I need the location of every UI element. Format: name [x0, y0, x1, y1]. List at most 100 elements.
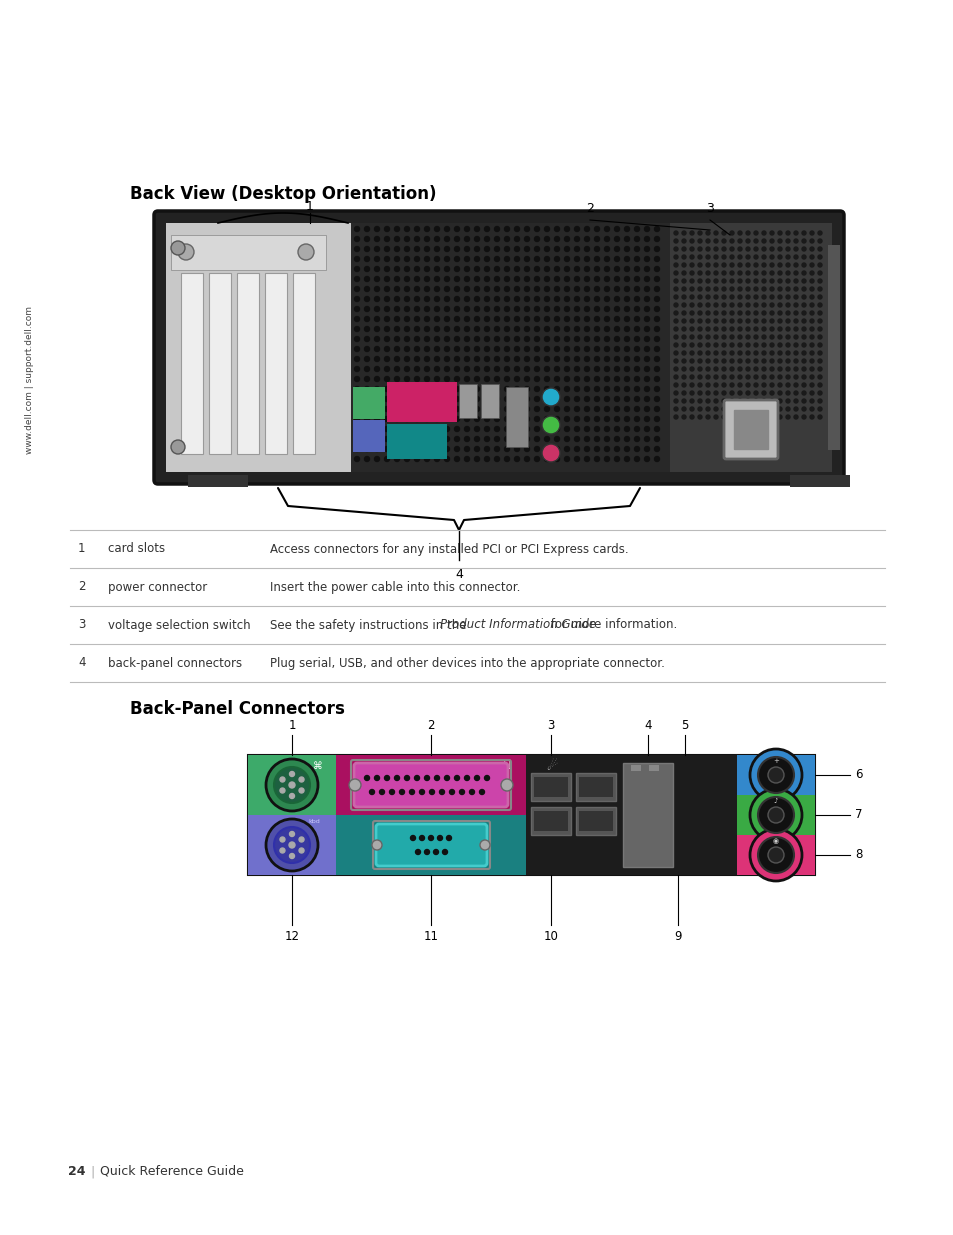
- Circle shape: [594, 336, 598, 342]
- Circle shape: [594, 326, 598, 331]
- Text: ⌘: ⌘: [313, 761, 322, 771]
- Circle shape: [801, 319, 805, 324]
- Circle shape: [564, 296, 569, 301]
- Circle shape: [738, 231, 741, 235]
- Circle shape: [698, 240, 701, 243]
- Circle shape: [414, 377, 419, 382]
- Circle shape: [689, 399, 693, 403]
- Circle shape: [801, 270, 805, 275]
- Circle shape: [279, 848, 285, 853]
- Circle shape: [534, 457, 539, 462]
- Circle shape: [554, 396, 558, 401]
- Circle shape: [404, 306, 409, 311]
- Circle shape: [801, 351, 805, 354]
- Circle shape: [809, 303, 813, 308]
- Circle shape: [355, 296, 359, 301]
- Circle shape: [414, 236, 419, 242]
- Circle shape: [414, 347, 419, 352]
- Circle shape: [624, 396, 629, 401]
- Circle shape: [554, 336, 558, 342]
- Circle shape: [434, 326, 439, 331]
- Circle shape: [614, 296, 618, 301]
- Circle shape: [395, 776, 399, 781]
- Circle shape: [584, 316, 589, 321]
- Circle shape: [379, 789, 384, 794]
- Circle shape: [454, 287, 459, 291]
- Circle shape: [464, 436, 469, 441]
- Circle shape: [698, 311, 701, 315]
- Circle shape: [434, 277, 439, 282]
- Circle shape: [604, 287, 609, 291]
- Circle shape: [364, 416, 369, 421]
- Circle shape: [817, 254, 821, 259]
- Circle shape: [434, 226, 439, 231]
- Circle shape: [514, 396, 519, 401]
- Bar: [181, 273, 203, 454]
- Text: 6: 6: [854, 768, 862, 782]
- Circle shape: [504, 447, 509, 452]
- Circle shape: [681, 247, 685, 251]
- Circle shape: [713, 335, 718, 338]
- Circle shape: [494, 257, 499, 262]
- Circle shape: [375, 277, 379, 282]
- Circle shape: [809, 311, 813, 315]
- Circle shape: [745, 303, 749, 308]
- Circle shape: [801, 375, 805, 379]
- Circle shape: [624, 406, 629, 411]
- Circle shape: [753, 415, 758, 419]
- Circle shape: [424, 447, 429, 452]
- Bar: [353, 420, 385, 452]
- Circle shape: [785, 343, 789, 347]
- Circle shape: [384, 247, 389, 252]
- Circle shape: [544, 377, 549, 382]
- Circle shape: [574, 367, 578, 372]
- Circle shape: [449, 789, 454, 794]
- Circle shape: [778, 279, 781, 283]
- Circle shape: [785, 247, 789, 251]
- Circle shape: [504, 347, 509, 352]
- Circle shape: [364, 296, 369, 301]
- Circle shape: [769, 263, 773, 267]
- Circle shape: [544, 277, 549, 282]
- Circle shape: [738, 287, 741, 291]
- Circle shape: [474, 367, 479, 372]
- Circle shape: [564, 326, 569, 331]
- Circle shape: [778, 408, 781, 411]
- Circle shape: [424, 277, 429, 282]
- Circle shape: [474, 306, 479, 311]
- Circle shape: [721, 231, 725, 235]
- Circle shape: [454, 377, 459, 382]
- Circle shape: [594, 257, 598, 262]
- Circle shape: [729, 415, 733, 419]
- Circle shape: [681, 335, 685, 338]
- Circle shape: [554, 306, 558, 311]
- Circle shape: [604, 367, 609, 372]
- Circle shape: [444, 226, 449, 231]
- Circle shape: [761, 415, 765, 419]
- Circle shape: [514, 357, 519, 362]
- Circle shape: [689, 335, 693, 338]
- Circle shape: [689, 343, 693, 347]
- Circle shape: [745, 247, 749, 251]
- Circle shape: [634, 336, 639, 342]
- Circle shape: [375, 367, 379, 372]
- Circle shape: [745, 351, 749, 354]
- Circle shape: [414, 406, 419, 411]
- Circle shape: [614, 287, 618, 291]
- Circle shape: [809, 254, 813, 259]
- Circle shape: [689, 415, 693, 419]
- Circle shape: [564, 267, 569, 272]
- Circle shape: [534, 267, 539, 272]
- Circle shape: [644, 316, 649, 321]
- Circle shape: [769, 391, 773, 395]
- Circle shape: [454, 326, 459, 331]
- Circle shape: [614, 457, 618, 462]
- Circle shape: [721, 270, 725, 275]
- Circle shape: [574, 416, 578, 421]
- Circle shape: [574, 277, 578, 282]
- Circle shape: [738, 279, 741, 283]
- Circle shape: [681, 383, 685, 387]
- Circle shape: [721, 247, 725, 251]
- Circle shape: [434, 347, 439, 352]
- Circle shape: [604, 296, 609, 301]
